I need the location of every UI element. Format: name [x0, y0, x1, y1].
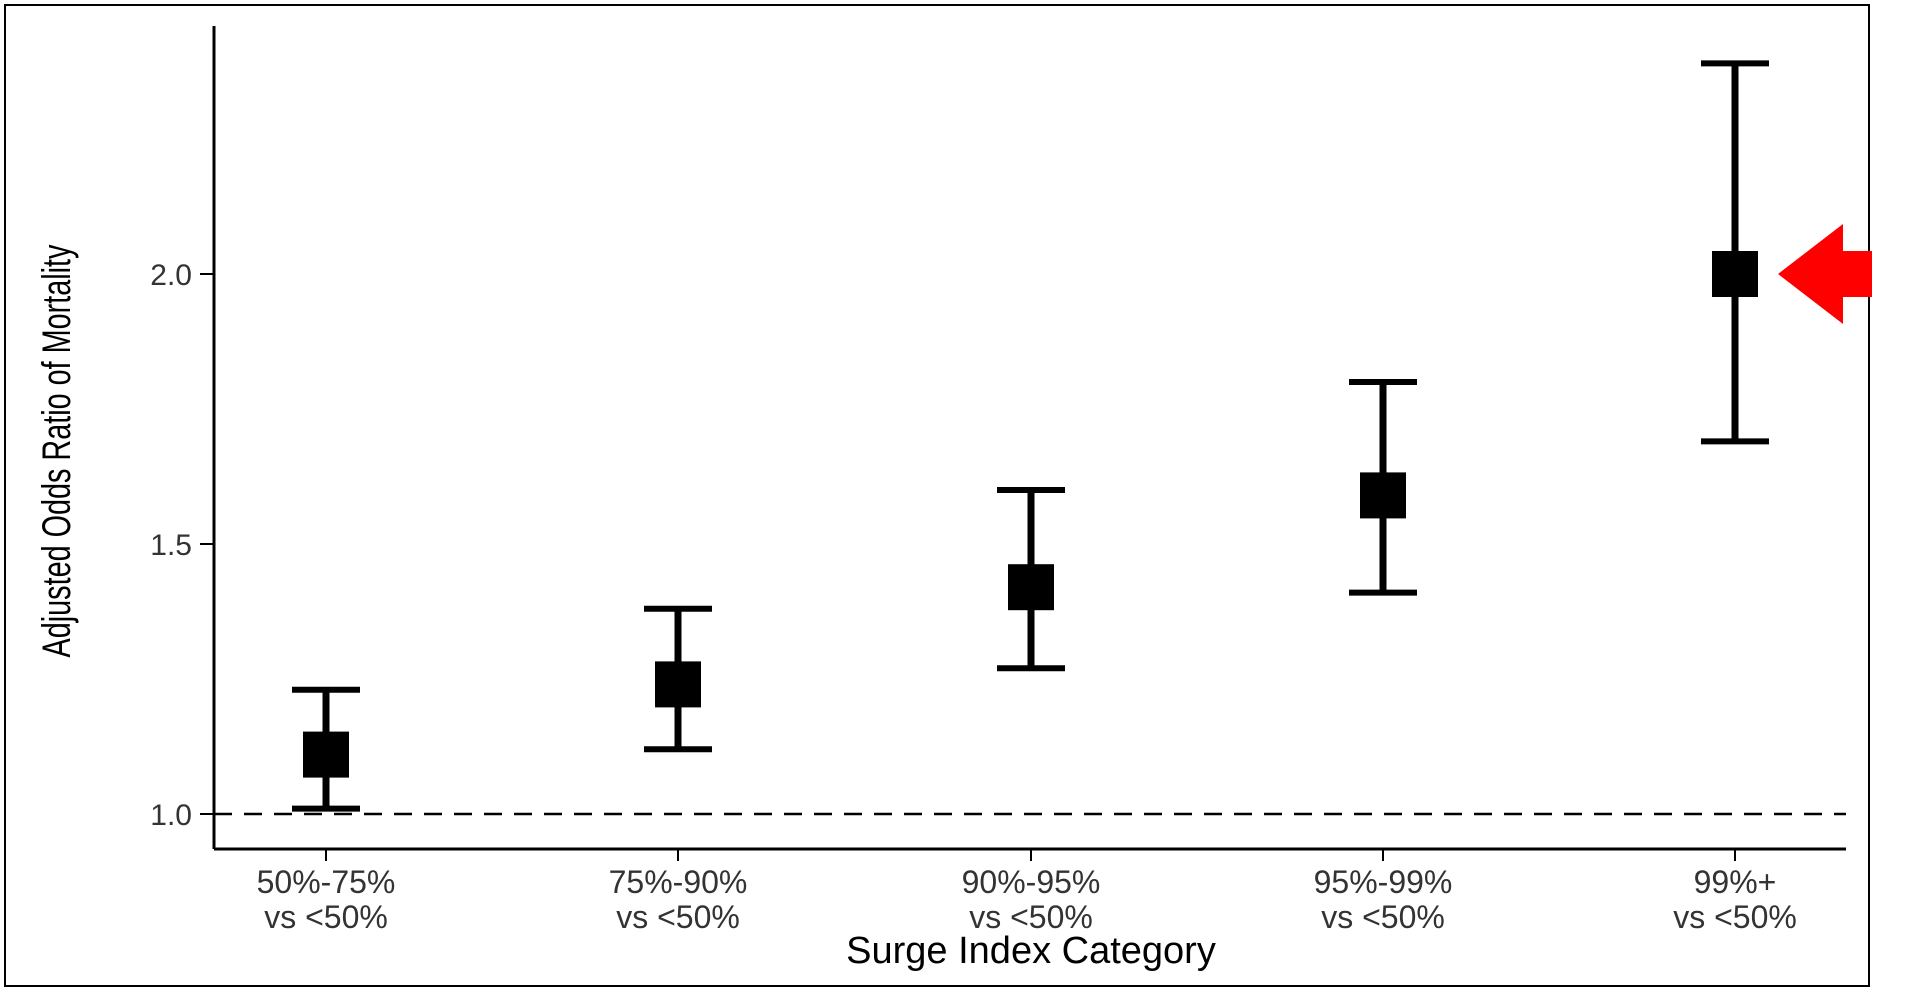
y-tick-label: 1.0 — [150, 799, 192, 832]
x-tick-label: vs <50% — [1321, 899, 1445, 935]
point-estimate — [655, 661, 701, 708]
x-tick-label: vs <50% — [969, 899, 1093, 935]
x-tick-label: 75%-90% — [609, 864, 748, 900]
x-axis-label: Surge Index Category — [846, 930, 1216, 972]
x-tick-label: vs <50% — [1673, 899, 1797, 935]
highlight-arrow — [1778, 224, 1872, 324]
chart-frame: Adjusted Odds Ratio of Mortality 1.0 1.5 2… — [4, 4, 1872, 987]
x-tick-label: 95%-99% — [1314, 864, 1453, 900]
x-tick-label: 50%-75% — [257, 864, 396, 900]
y-tick-label: 1.5 — [150, 529, 192, 562]
point-estimate — [1360, 472, 1406, 519]
point-estimate — [1712, 251, 1758, 297]
x-tick-label: vs <50% — [264, 899, 388, 935]
x-tick-label: 99%+ — [1694, 864, 1777, 900]
point-estimate — [1008, 564, 1054, 611]
y-axis-label: Adjusted Odds Ratio of Mortality — [34, 244, 79, 657]
x-tick-label: vs <50% — [616, 899, 740, 935]
y-tick-label: 2.0 — [150, 259, 192, 292]
point-estimate — [303, 731, 349, 778]
x-tick-label: 90%-95% — [962, 864, 1101, 900]
plot-area: 1.01.52.050%-75%vs <50%75%-90%vs <50%90%… — [150, 26, 1872, 935]
odds-ratio-chart: Adjusted Odds Ratio of Mortality 1.0 1.5 2… — [34, 26, 1872, 972]
